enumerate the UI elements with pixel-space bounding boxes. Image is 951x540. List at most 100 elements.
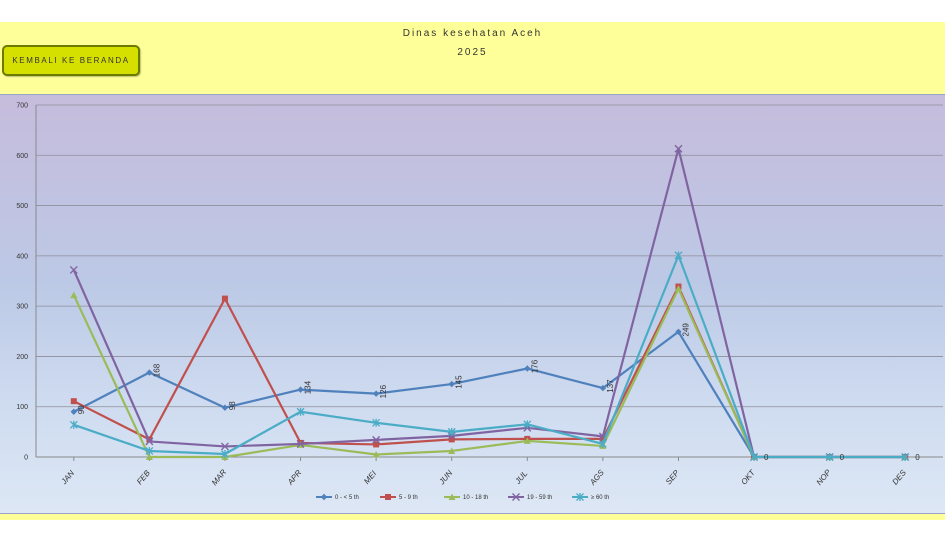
data-label: 249 [681,323,690,337]
grid-lines [36,104,943,458]
y-tick-label: 500 [16,203,28,210]
y-tick-label: 700 [16,103,28,110]
data-point [523,420,532,429]
data-point [372,418,381,427]
legend-marker [576,493,584,501]
data-point [70,398,77,405]
series-line [72,147,906,459]
x-tick-label: MEI [362,468,379,485]
data-label: 126 [379,384,388,398]
data-point [750,453,759,461]
x-tick-label: JUN [437,468,455,487]
legend-item: 10 - 18 th [444,493,488,501]
data-point [674,144,683,153]
data-point [296,439,305,448]
data-point [372,435,381,444]
data-point [69,265,78,274]
data-point [524,365,531,372]
data-label: 134 [304,380,313,394]
data-point [70,291,78,299]
y-tick-label: 400 [16,253,28,260]
data-point [599,435,606,442]
x-axis: JAN FEB MAR APR MEI JUN JUL AGS SEP OKT NOP DES [59,457,909,488]
data-label: 176 [530,359,539,373]
data-point [674,285,682,292]
legend-item: 5 - 9 th [380,494,418,501]
data-label: 137 [606,379,615,393]
data-label: 98 [228,401,237,410]
data-point [145,437,154,446]
page-title: Dinas kesehatan Aceh [402,28,543,39]
data-point [825,453,834,461]
data-point [145,453,153,460]
data-point [221,404,229,411]
y-tick-label: 100 [16,404,28,411]
chart-header: Dinas kesehatan Aceh 2025 [0,24,945,62]
y-axis: 0 100 200 300 400 500 600 700 [16,103,37,462]
data-point [448,447,456,454]
y-tick-label: 0 [24,455,28,462]
x-tick-label: APR [285,468,303,487]
legend-marker [448,493,456,500]
x-tick-label: NOP [815,467,833,487]
legend-item: ≥ 60 th [572,493,609,501]
legend-marker [512,493,520,501]
data-label: 0 [840,453,845,462]
data-point [221,295,228,302]
x-tick-label: MAR [210,468,228,488]
data-point [70,408,77,415]
data-point [220,442,229,451]
series-line [73,254,906,459]
data-point [447,427,456,436]
y-tick-label: 600 [16,153,28,160]
series-5 [69,251,910,461]
data-labels: 90 168 98 134 126 145 176 137 249 0 0 0 [77,323,920,462]
legend-item: 0 - < 5 th [316,493,359,501]
legend-marker [320,493,328,501]
data-point [675,328,682,335]
y-tick-label: 300 [16,304,28,311]
data-point [373,441,380,448]
legend-marker [385,494,391,500]
back-to-home-button[interactable]: KEMBALI KE BERANDA [2,45,140,76]
x-tick-label: FEB [135,468,152,486]
data-point [145,446,154,455]
legend-label: 10 - 18 th [463,495,488,501]
data-point [220,449,229,458]
data-label: 145 [455,375,464,389]
y-tick-label: 200 [16,354,28,361]
x-tick-label: JAN [59,469,76,487]
legend-label: 5 - 9 th [399,495,418,501]
data-point [372,390,380,397]
data-label: 0 [915,453,920,462]
data-label: 90 [77,405,86,414]
x-tick-label: JUL [513,469,530,486]
x-tick-label: AGS [587,468,606,488]
legend-item: 19 - 59 th [508,493,552,501]
series-4 [69,144,910,461]
series-2 [70,283,909,460]
data-point [901,453,910,461]
data-point [598,439,607,448]
page-year: 2025 [457,47,488,58]
data-point [146,369,153,376]
legend: 0 - < 5 th 5 - 9 th 10 - 18 th 19 - 59 th ≥ … [316,493,609,501]
series-3 [70,285,909,460]
data-label: 168 [152,363,161,377]
x-tick-label: DES [891,468,909,487]
legend-label: ≥ 60 th [591,495,609,501]
data-point [69,420,78,429]
legend-label: 0 - < 5 th [335,495,359,501]
data-point [674,251,683,260]
data-point [372,450,380,458]
series-layer [69,144,910,461]
data-point [523,437,531,444]
data-point [599,384,607,392]
x-tick-label: OKT [739,467,757,486]
data-point [296,407,305,416]
series-1 [70,328,909,461]
data-point [448,380,455,388]
data-point [448,436,455,443]
data-label: 0 [764,453,769,462]
